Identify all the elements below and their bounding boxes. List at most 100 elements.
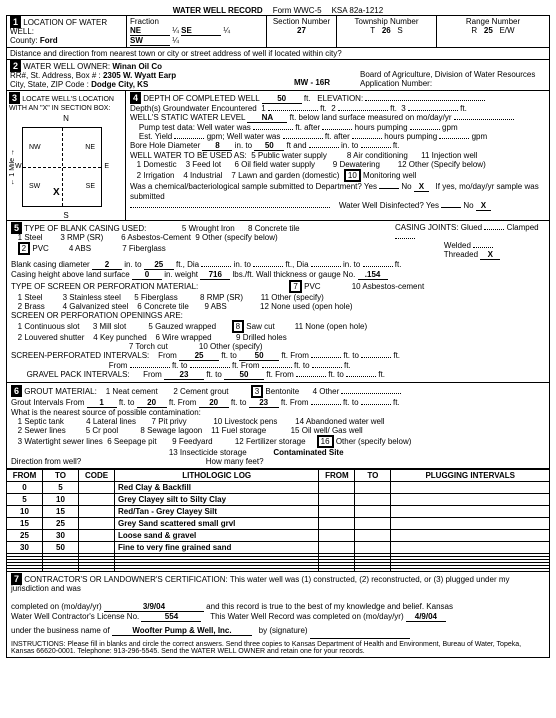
pvc-box: 2 (18, 242, 30, 255)
form-page: WATER WELL RECORD Form WWC-5 KSA 82a-121… (0, 0, 556, 664)
casing-dia: 2 (92, 260, 122, 270)
completed-depth: 50 (262, 94, 302, 104)
q2: SE (181, 26, 221, 36)
use-10-box: 10 (344, 169, 361, 182)
cert-wwr-date: 4/9/04 (406, 612, 446, 622)
log-cell (355, 542, 391, 554)
bore-to: 50 (254, 141, 284, 151)
owner-name: Winan Oil Co (112, 62, 162, 71)
city-label: City, State, ZIP Code : (10, 80, 89, 89)
log-row: 05 Red Clay & Backfill (7, 482, 550, 494)
section-grout: 6 GROUT MATERIAL: 1 Neat cement 2 Cement… (6, 383, 550, 469)
section-location: 1 LOCATION OF WATER WELL: County: Ford F… (6, 15, 550, 60)
section-num-4: 4 (130, 92, 141, 104)
log-cell: 10 (43, 494, 79, 506)
log-cell (391, 506, 550, 518)
form-header: WATER WELL RECORD Form WWC-5 KSA 82a-121… (6, 6, 550, 15)
casing-gauge: .154 (358, 270, 388, 280)
county-value: Ford (40, 36, 58, 45)
section-no-label: Section Number (273, 17, 330, 26)
location-label: LOCATION OF WATER WELL: (10, 18, 107, 36)
cert-label: CONTRACTOR'S OR LANDOWNER'S CERTIFICATIO… (11, 575, 510, 593)
disinfect-no: X (476, 201, 491, 211)
addr: 2305 W. Wyatt Earp (103, 71, 176, 80)
bore-dia: 8 (202, 141, 232, 151)
log-cell (391, 542, 550, 554)
q3: SW (130, 36, 170, 46)
log-header: FROM (7, 470, 43, 482)
log-header: TO (355, 470, 391, 482)
log-cell: 30 (7, 542, 43, 554)
grout-from: 1 (87, 398, 117, 408)
log-cell (319, 482, 355, 494)
log-row: 2530 Loose sand & gravel (7, 530, 550, 542)
section-locate: 3 LOCATE WELL'S LOCATION WITH AN "X" IN … (6, 91, 126, 221)
board-label: Board of Agriculture, Division of Water … (360, 70, 535, 79)
log-cell (319, 530, 355, 542)
log-cell (79, 506, 115, 518)
chem-no: X (414, 182, 429, 192)
log-cell: 25 (7, 530, 43, 542)
city: Dodge City, KS (91, 80, 148, 89)
log-cell: 15 (7, 518, 43, 530)
log-cell (79, 530, 115, 542)
section-casing: 5 TYPE OF BLANK CASING USED: 5 Wrought I… (6, 221, 550, 383)
contam-16-box: 16 (317, 435, 334, 448)
log-cell: Grey Clayey silt to Silty Clay (115, 494, 319, 506)
range: 25 (484, 26, 493, 35)
form-title: WATER WELL RECORD (173, 6, 263, 15)
static-level: NA (247, 113, 287, 123)
log-cell (355, 482, 391, 494)
log-cell (79, 494, 115, 506)
log-cell: 0 (7, 482, 43, 494)
log-cell (319, 494, 355, 506)
instructions: INSTRUCTIONS: Please fill in blanks and … (11, 641, 545, 655)
q1: NE (130, 26, 170, 36)
app-label: Application Number: (360, 79, 432, 88)
compass-n: N (7, 114, 125, 123)
fraction-label: Fraction (130, 17, 159, 26)
log-cell: 5 (43, 482, 79, 494)
log-cell (79, 482, 115, 494)
cert-biz: Woofter Pump & Well, Inc. (112, 626, 252, 636)
section-owner: 2 WATER WELL OWNER: Winan Oil Co RR#, St… (6, 60, 550, 91)
log-cell: Loose sand & gravel (115, 530, 319, 542)
section-cert: 7 CONTRACTOR'S OR LANDOWNER'S CERTIFICAT… (6, 572, 550, 658)
log-cell (355, 506, 391, 518)
well-id: MW - 16R (294, 78, 330, 87)
form-ksa: KSA 82a-1212 (332, 6, 384, 15)
section-depth: 4 DEPTH OF COMPLETED WELL 50 ft. ELEVATI… (126, 91, 550, 221)
threaded-x: X (480, 250, 500, 260)
gravel-from: 23 (164, 370, 204, 380)
casing-weight: 716 (200, 270, 230, 280)
log-cell (391, 482, 550, 494)
log-cell: 10 (7, 506, 43, 518)
log-cell: 30 (43, 530, 79, 542)
signature (310, 622, 410, 639)
cert-lic: 554 (141, 612, 201, 622)
log-cell (319, 518, 355, 530)
compass-x: X (53, 187, 60, 198)
open-8-box: 8 (232, 320, 244, 333)
section-num-6: 6 (11, 385, 22, 397)
log-cell (355, 530, 391, 542)
contaminated-site: Contaminated Site (273, 448, 343, 457)
log-cell (319, 506, 355, 518)
distance-label: Distance and direction from nearest town… (7, 48, 549, 59)
log-cell: Red Clay & Backfill (115, 482, 319, 494)
log-cell (391, 530, 550, 542)
addr-label: RR#, St. Address, Box # : (10, 71, 101, 80)
casing-dia-to: 25 (144, 260, 174, 270)
log-header: PLUGGING INTERVALS (391, 470, 550, 482)
log-cell: Grey Sand scattered small grvl (115, 518, 319, 530)
log-row: 510Grey Clayey silt to Silty Clay (7, 494, 550, 506)
log-cell (79, 518, 115, 530)
log-cell (391, 518, 550, 530)
grout-to: 20 (137, 398, 167, 408)
form-number: Form WWC-5 (273, 6, 322, 15)
log-row: 1015Red/Tan - Grey Clayey Silt (7, 506, 550, 518)
range-label: Range Number (466, 17, 520, 26)
county-label: County: (10, 36, 38, 45)
log-header: FROM (319, 470, 355, 482)
locate-label: LOCATE WELL'S LOCATION WITH AN "X" IN SE… (9, 96, 114, 112)
